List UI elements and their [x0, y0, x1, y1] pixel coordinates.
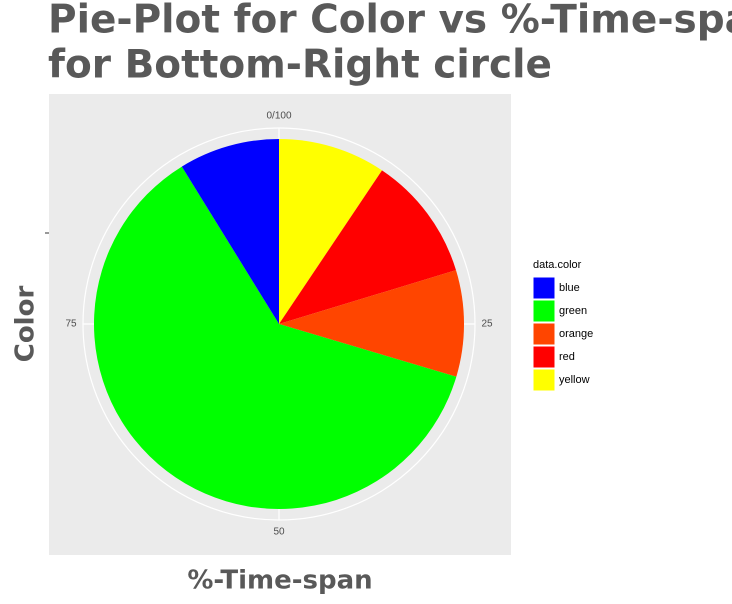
legend-label: red [559, 351, 575, 363]
chart-title: Pie-Plot for Color vs %-Time-span [48, 0, 732, 43]
pie-slice [181, 139, 279, 324]
legend-label: blue [559, 282, 580, 294]
legend-key [532, 345, 556, 369]
x-tick-label: 75 [65, 319, 77, 330]
x-axis-title: %-Time-span [187, 566, 372, 596]
x-tick-label: 50 [273, 527, 285, 538]
legend-label: green [559, 305, 587, 317]
pie-slice [279, 270, 464, 377]
legend-label: yellow [559, 374, 590, 386]
legend-label: orange [559, 328, 593, 340]
legend-key [532, 322, 556, 346]
y-axis-title: Color [11, 286, 41, 363]
pie-slice [94, 166, 457, 509]
legend-title: data.color [533, 259, 582, 271]
chart-title: for Bottom-Right circle [48, 43, 552, 88]
x-tick-label: 0/100 [266, 111, 291, 122]
legend-key [532, 276, 556, 300]
legend-key [532, 368, 556, 392]
pie-slice [279, 170, 456, 324]
pie-slice [279, 139, 383, 324]
legend-key [532, 299, 556, 323]
x-tick-label: 25 [481, 319, 493, 330]
